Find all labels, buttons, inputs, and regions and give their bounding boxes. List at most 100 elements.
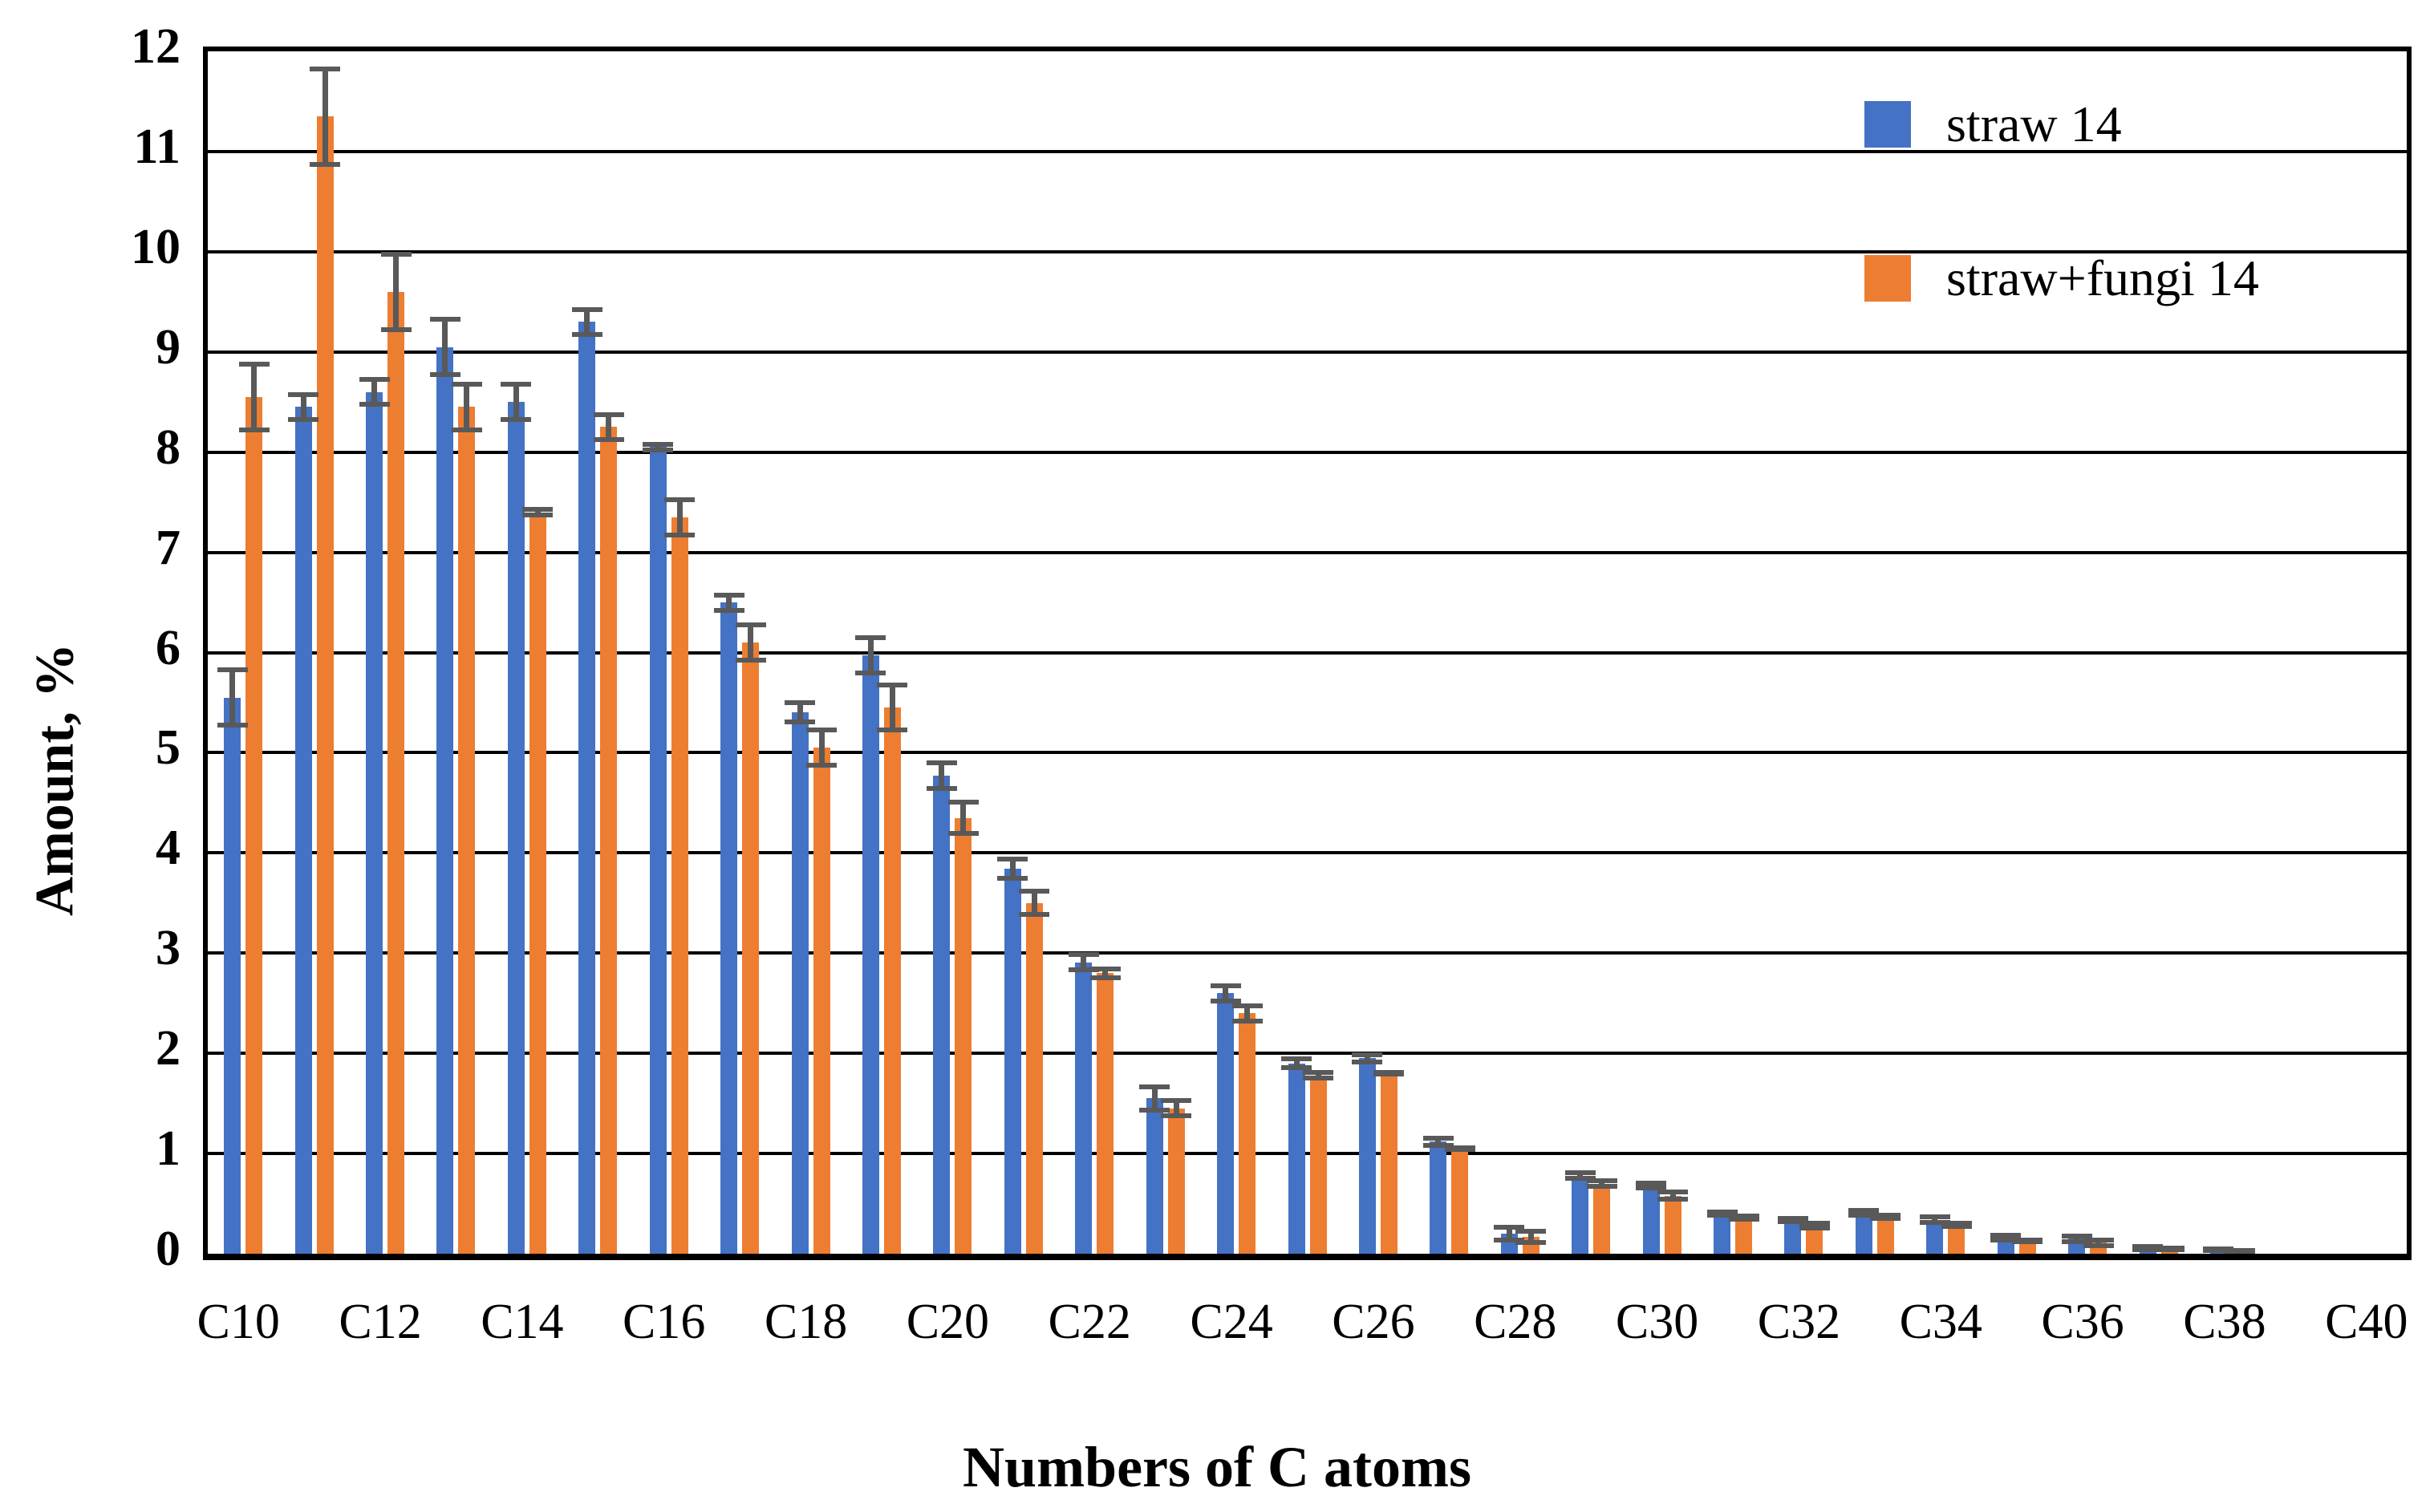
bar-straw-fungi-14-C10	[245, 396, 263, 1254]
gridline-y-6	[208, 651, 2407, 655]
error-bar-straw-fungi-14-C31	[1728, 1214, 1759, 1222]
error-bar-straw-fungi-14-C35	[2012, 1238, 2043, 1244]
bar-straw-fungi-14-C20	[955, 817, 972, 1254]
error-bar-cap-top	[1919, 1214, 1950, 1220]
error-bar-stem	[676, 497, 683, 537]
error-bar-straw-14-C11	[288, 391, 319, 423]
error-bar-straw-14-C34	[1919, 1214, 1950, 1225]
bar-straw-14-C10	[224, 697, 241, 1254]
error-bar-stem	[1669, 1190, 1676, 1202]
error-bar-cap-top	[947, 800, 979, 805]
error-bar-straw-fungi-14-C25	[1303, 1070, 1333, 1080]
error-bar-cap-bottom	[1494, 1238, 1525, 1243]
error-bar-cap-bottom	[429, 371, 460, 377]
error-bar-straw-14-C23	[1139, 1084, 1170, 1113]
bar-straw-14-C26	[1358, 1058, 1376, 1254]
error-bar-straw-fungi-14-C28	[1515, 1228, 1547, 1245]
error-bar-cap-bottom	[522, 512, 554, 517]
x-tick-label-C18: C18	[764, 1295, 848, 1349]
error-bar-cap-bottom	[1941, 1223, 1972, 1229]
y-tick-label-7: 7	[156, 520, 181, 575]
bar-straw-14-C13	[436, 347, 454, 1254]
error-bar-cap-bottom	[1636, 1186, 1667, 1191]
error-bar-cap-top	[785, 700, 816, 706]
error-bar-cap-top	[1494, 1224, 1525, 1230]
error-bar-straw-fungi-14-C12	[380, 251, 412, 332]
error-bar-straw-14-C38	[2203, 1246, 2234, 1253]
error-bar-cap-bottom	[238, 427, 270, 432]
error-bar-cap-top	[1636, 1180, 1667, 1186]
error-bar-cap-bottom	[451, 427, 482, 432]
error-bar-cap-top	[643, 442, 674, 448]
error-bar-stem	[748, 622, 754, 663]
error-bar-straw-14-C35	[1990, 1232, 2022, 1243]
bar-straw-14-C12	[366, 391, 383, 1254]
y-tick-label-0: 0	[156, 1222, 181, 1276]
error-bar-stem	[1577, 1170, 1584, 1181]
error-bar-straw-fungi-14-C10	[238, 362, 270, 432]
bar-straw-fungi-14-C17	[742, 642, 760, 1254]
error-bar-cap-top	[1515, 1228, 1547, 1234]
error-bar-cap-top	[1281, 1056, 1312, 1061]
error-bar-stem	[726, 592, 732, 613]
error-bar-cap-bottom	[1068, 967, 1099, 972]
x-tick-label-C34: C34	[1899, 1295, 1982, 1349]
error-bar-straw-14-C36	[2061, 1234, 2092, 1244]
bar-straw-14-C15	[578, 322, 596, 1254]
error-bar-cap-bottom	[1422, 1142, 1454, 1148]
error-bar-stem	[1102, 966, 1109, 980]
error-bar-cap-bottom	[359, 402, 390, 407]
error-bar-cap-bottom	[713, 607, 744, 613]
gridline-y-1	[208, 1152, 2407, 1156]
error-bar-straw-fungi-14-C33	[1870, 1212, 1901, 1221]
error-bar-cap-bottom	[2132, 1246, 2164, 1252]
bar-straw-fungi-14-C30	[1664, 1195, 1681, 1254]
bar-straw-fungi-14-C26	[1380, 1073, 1398, 1254]
bar-straw-14-C27	[1430, 1141, 1447, 1254]
bar-straw-fungi-14-C33	[1876, 1216, 1894, 1254]
error-bar-straw-fungi-14-C20	[947, 800, 979, 837]
error-bar-cap-top	[1706, 1210, 1738, 1215]
gridline-y-4	[208, 851, 2407, 855]
error-bar-stem	[1031, 889, 1037, 918]
error-bar-straw-fungi-14-C17	[735, 622, 766, 663]
error-bar-stem	[2002, 1232, 2009, 1243]
bar-straw-fungi-14-C11	[316, 116, 334, 1254]
error-bar-straw-fungi-14-C21	[1019, 889, 1050, 918]
bar-straw-14-C25	[1288, 1063, 1305, 1254]
error-bar-cap-top	[713, 592, 744, 598]
error-bar-straw-fungi-14-C24	[1231, 1003, 1263, 1024]
error-bar-stem	[1364, 1052, 1370, 1064]
error-bar-cap-bottom	[1303, 1075, 1333, 1080]
error-bar-cap-top	[1422, 1135, 1454, 1141]
x-tick-label-C16: C16	[623, 1295, 706, 1349]
error-bar-cap-bottom	[785, 720, 816, 725]
bar-straw-fungi-14-C35	[2018, 1240, 2036, 1254]
error-bar-stem	[1244, 1003, 1251, 1024]
error-bar-cap-top	[2132, 1243, 2164, 1249]
error-bar-cap-top	[1139, 1084, 1170, 1089]
error-bar-cap-bottom	[806, 763, 838, 768]
bar-straw-fungi-14-C34	[1948, 1224, 1965, 1254]
gridline-y-2	[208, 1052, 2407, 1056]
gridline-y-9	[208, 350, 2407, 354]
error-bar-straw-14-C37	[2132, 1243, 2164, 1252]
error-bar-straw-fungi-14-C26	[1373, 1070, 1405, 1076]
error-bar-cap-bottom	[1231, 1018, 1263, 1024]
error-bar-stem	[1435, 1135, 1442, 1148]
bar-straw-fungi-14-C25	[1309, 1075, 1327, 1254]
bar-straw-fungi-14-C15	[600, 427, 618, 1254]
error-bar-cap-top	[1352, 1052, 1383, 1057]
error-bar-straw-14-C29	[1564, 1170, 1596, 1181]
error-bar-stem	[606, 411, 612, 443]
bar-straw-fungi-14-C19	[883, 707, 901, 1254]
y-tick-label-8: 8	[156, 420, 181, 475]
error-bar-straw-14-C25	[1281, 1056, 1312, 1071]
error-bar-straw-fungi-14-C32	[1799, 1220, 1830, 1231]
bar-straw-14-C33	[1855, 1212, 1872, 1254]
x-tick-label-C36: C36	[2041, 1295, 2124, 1349]
error-bar-cap-bottom	[947, 831, 979, 837]
error-bar-cap-top	[217, 667, 248, 673]
error-bar-stem	[1599, 1178, 1605, 1189]
x-tick-label-C38: C38	[2183, 1295, 2266, 1349]
